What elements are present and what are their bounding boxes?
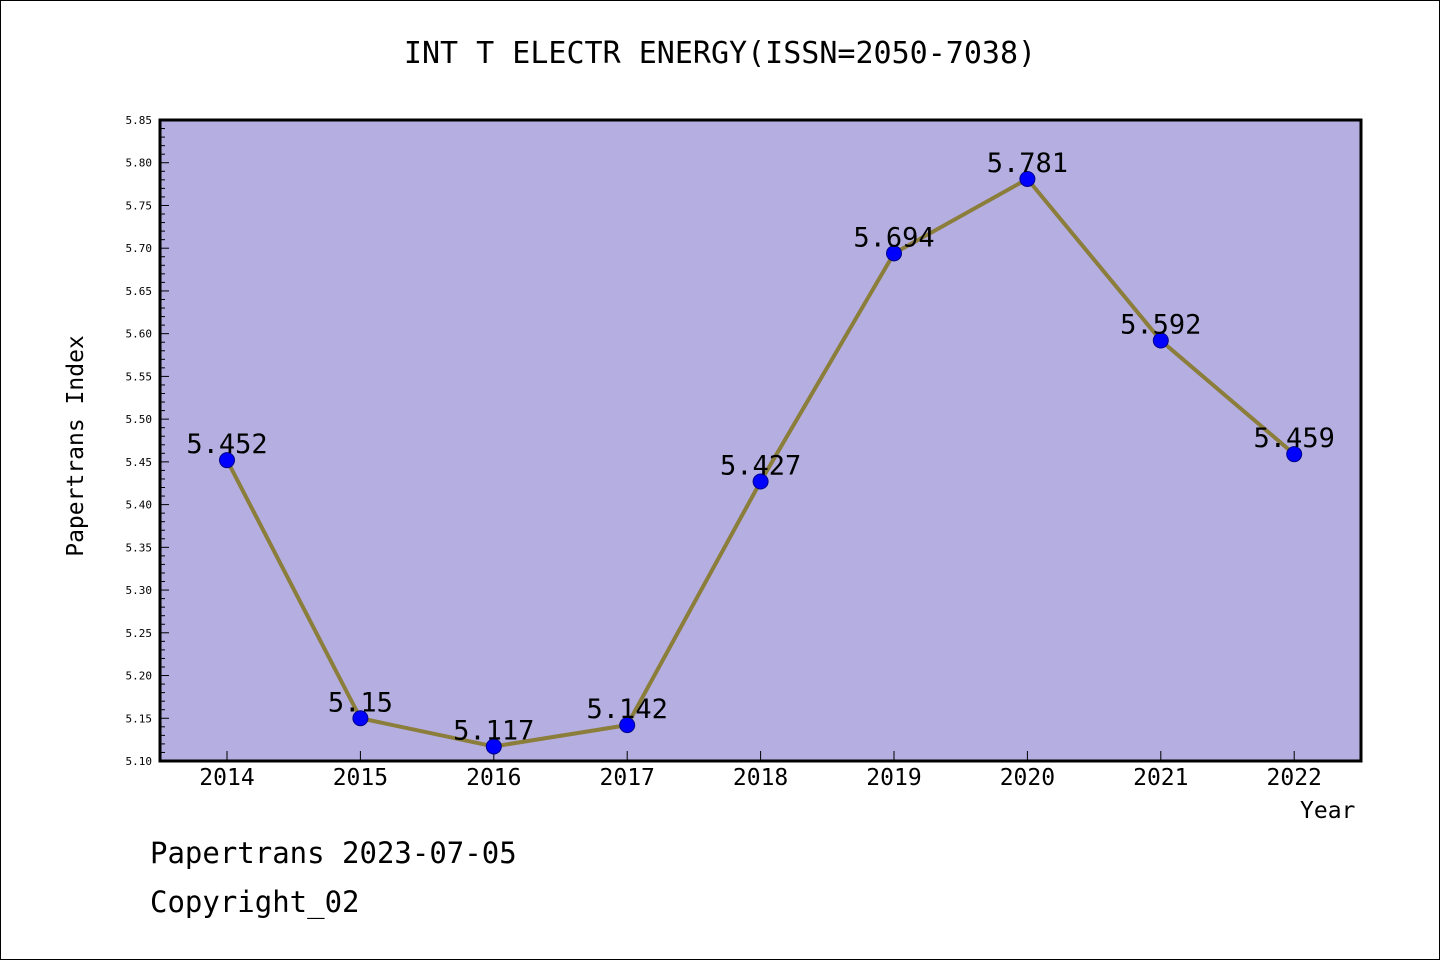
plot-area — [160, 120, 1361, 761]
x-tick-label: 2020 — [1000, 765, 1055, 791]
data-point — [619, 717, 636, 734]
y-tick-label: 5.45 — [126, 456, 153, 469]
y-axis: 5.10 5.15 5.20 5.25 5.30 5.35 5.40 5.45 5.50 5.55… — [126, 114, 169, 768]
y-tick-label: 5.30 — [126, 584, 153, 597]
x-axis-label: Year — [1300, 798, 1356, 824]
x-tick-label: 2014 — [199, 765, 254, 791]
x-tick-label: 2018 — [733, 765, 788, 791]
data-point — [219, 452, 235, 469]
x-tick-label: 2017 — [600, 765, 655, 791]
x-tick-label: 2019 — [866, 765, 921, 791]
y-tick-label: 5.65 — [126, 285, 153, 298]
x-tick-label: 2022 — [1267, 765, 1322, 791]
data-label: 5.459 — [1254, 423, 1335, 454]
data-point — [752, 473, 769, 490]
x-axis: 2014 2015 2016 2017 2018 2019 2020 2021 2022 — [199, 751, 1322, 791]
y-tick-label: 5.35 — [126, 541, 153, 554]
y-tick-label: 5.60 — [126, 328, 153, 341]
y-tick-label: 5.10 — [126, 755, 153, 768]
data-point — [485, 738, 502, 755]
y-tick-label: 5.40 — [126, 499, 153, 512]
data-label: 5.117 — [453, 715, 534, 746]
y-tick-label: 5.70 — [126, 242, 153, 255]
data-point — [1019, 170, 1036, 187]
series-markers — [219, 170, 1303, 755]
y-tick-label: 5.25 — [126, 627, 153, 640]
x-tick-label: 2021 — [1133, 765, 1188, 791]
y-tick-label: 5.15 — [126, 712, 153, 725]
x-tick-label: 2015 — [333, 765, 388, 791]
y-axis-label: Papertrans Index — [63, 335, 89, 557]
data-label: 5.15 — [328, 687, 393, 718]
y-tick-label: 5.85 — [126, 114, 153, 127]
data-point — [1286, 446, 1303, 463]
chart-title: INT T ELECTR ENERGY(ISSN=2050-7038) — [403, 36, 1037, 71]
footer-copyright: Copyright_02 — [150, 885, 360, 919]
data-label: 5.592 — [1120, 310, 1201, 341]
plot-border — [158, 118, 1363, 763]
x-tick-label: 2016 — [466, 765, 521, 791]
footer-date: Papertrans 2023-07-05 — [150, 836, 517, 870]
data-label: 5.452 — [186, 429, 267, 460]
data-label: 5.142 — [587, 694, 668, 725]
y-tick-label: 5.75 — [126, 199, 153, 212]
data-labels: 5.452 5.15 5.117 5.142 5.427 5.694 5.781 5.592 5… — [186, 148, 1334, 746]
data-label: 5.694 — [853, 222, 934, 253]
data-label: 5.781 — [987, 148, 1068, 179]
data-label: 5.427 — [720, 451, 801, 482]
y-tick-label: 5.50 — [126, 413, 153, 426]
data-point — [352, 710, 369, 727]
data-point — [886, 245, 902, 262]
y-tick-label: 5.80 — [126, 157, 153, 170]
data-point — [1152, 332, 1169, 349]
y-tick-label: 5.55 — [126, 370, 153, 383]
y-tick-label: 5.20 — [126, 670, 153, 683]
